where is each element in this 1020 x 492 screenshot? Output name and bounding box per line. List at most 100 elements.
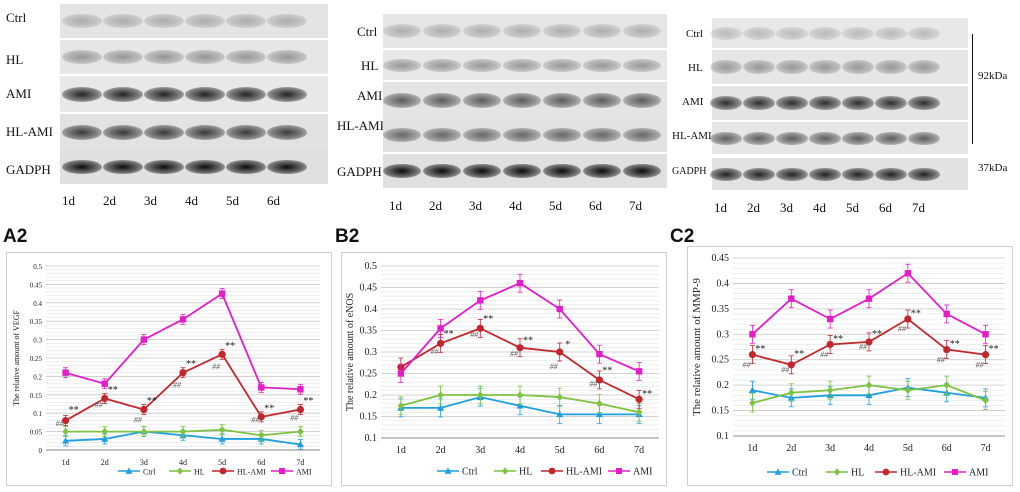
significance-stars: **	[444, 329, 454, 340]
y-tick-label: 0.45	[712, 253, 730, 264]
blot-strip	[60, 4, 328, 38]
significance-stars: **	[147, 396, 157, 407]
blot-band	[543, 164, 581, 179]
significance-stars: **	[303, 396, 313, 407]
blot-day-label: 2d	[103, 193, 116, 208]
chart-frame	[687, 246, 1013, 486]
data-point-ctrl	[748, 386, 757, 394]
blot-band	[226, 86, 266, 102]
significance-stars: **	[483, 314, 493, 325]
data-point-ctrl	[218, 435, 226, 442]
blot-row-label-hl-ami: HL-AMI	[672, 130, 712, 142]
blot-day-label: 1d	[714, 200, 727, 215]
blot-band	[809, 131, 841, 146]
blot-row-label-gadph: GADPH	[672, 166, 707, 177]
blot-band	[103, 14, 143, 29]
significance-hash: ##	[95, 401, 104, 410]
blot-band	[185, 50, 225, 65]
blot-strip	[383, 82, 667, 118]
legend-marker	[882, 468, 890, 476]
blot-band	[809, 167, 841, 182]
data-point-ami	[258, 384, 265, 391]
blot-band	[503, 164, 541, 179]
blot-band	[743, 167, 775, 182]
legend-label: HL-AMI	[237, 468, 266, 477]
chart-mmp9: 0.1 0.15 0.2 0.25 0.3 0.35 0.4 0.45 1d 2d 3d 4d 5d 6d…	[687, 246, 1013, 486]
blot-band	[226, 160, 266, 175]
y-tick-label: 0.5	[365, 261, 378, 272]
x-tick-label: 4d	[179, 458, 187, 467]
blot-band	[710, 27, 742, 40]
blot-band	[62, 14, 102, 29]
blot-row-label-hl: HL	[361, 58, 379, 73]
blot-day-label: 5d	[549, 198, 562, 213]
x-tick-label: 7d	[634, 445, 644, 456]
blot-band	[267, 124, 307, 140]
data-point-hl-ami	[179, 369, 187, 377]
blot-row-label-gadph: GADPH	[6, 162, 51, 177]
y-tick-label: 0.5	[33, 263, 42, 271]
legend-label: AMI	[296, 468, 312, 477]
y-tick-label: 0.3	[717, 329, 730, 340]
data-point-ctrl	[61, 437, 70, 444]
blot-row-label-ami: AMI	[6, 86, 32, 101]
blot-day-label: 7d	[912, 200, 925, 215]
y-tick-label: 0.1	[717, 431, 730, 442]
y-tick-label: 0.15	[712, 406, 730, 417]
y-axis-title: The relative amount of VEGF	[12, 310, 21, 406]
y-tick-label: 0.15	[30, 392, 43, 400]
blot-band	[710, 131, 742, 146]
significance-stars: **	[108, 385, 118, 396]
data-point-hl	[397, 401, 405, 410]
blot-day-label: 4d	[813, 200, 826, 215]
x-tick-label: 2d	[101, 458, 109, 467]
blot-band	[710, 96, 742, 111]
blot-band	[226, 50, 266, 65]
data-point-ami	[397, 370, 405, 377]
blot-day-label: 3d	[144, 193, 157, 208]
y-tick-label: 0.25	[712, 355, 730, 366]
blot-band	[185, 14, 225, 29]
blot-band	[776, 60, 808, 75]
significance-stars: **	[225, 341, 235, 352]
blot-band	[875, 131, 907, 146]
x-tick-label: 5d	[903, 443, 913, 454]
y-axis-title: The relative amount of MMP-9	[691, 277, 703, 416]
blot-band	[809, 96, 841, 111]
blot-band	[144, 124, 184, 140]
blot-band	[383, 164, 421, 179]
data-point-ami	[826, 315, 834, 323]
blot-band	[62, 86, 102, 102]
blot-day-label: 7d	[629, 198, 642, 213]
data-point-hl-ami	[101, 394, 109, 403]
data-point-ami	[982, 331, 989, 338]
blot-row-label-hl: HL	[688, 62, 703, 74]
data-point-hl	[218, 425, 226, 434]
data-point-ami	[943, 310, 950, 318]
blot-band	[103, 160, 143, 175]
data-point-hl-ami	[826, 340, 834, 349]
blot-band	[503, 59, 541, 72]
x-tick-label: 3d	[825, 443, 835, 454]
data-point-hl-ami	[635, 395, 643, 403]
blot-day-label: 6d	[589, 198, 602, 213]
significance-hash: ##	[470, 330, 479, 339]
blot-band	[423, 92, 461, 108]
blot-day-label: 4d	[185, 193, 198, 208]
data-point-hl	[943, 381, 950, 389]
blot-row-label-ami: AMI	[357, 88, 383, 103]
x-tick-label: 1d	[747, 443, 757, 454]
blot-row-label-hl: HL	[6, 52, 24, 67]
data-point-ami	[437, 325, 444, 332]
western-blot-a1: Ctrl HL AMI HL-AMI GADPH 1d 2d 3d 4d 5d 6d	[0, 0, 330, 215]
significance-stars: **	[833, 334, 843, 345]
significance-stars: **	[602, 366, 612, 377]
blot-band	[144, 160, 184, 175]
data-point-ctrl	[436, 404, 445, 411]
x-tick-label: 2d	[436, 445, 446, 456]
significance-stars: **	[523, 335, 533, 346]
x-tick-label: 5d	[555, 445, 565, 456]
blot-band	[267, 14, 307, 29]
data-point-ami	[749, 331, 756, 338]
legend-label: Ctrl	[792, 468, 808, 479]
